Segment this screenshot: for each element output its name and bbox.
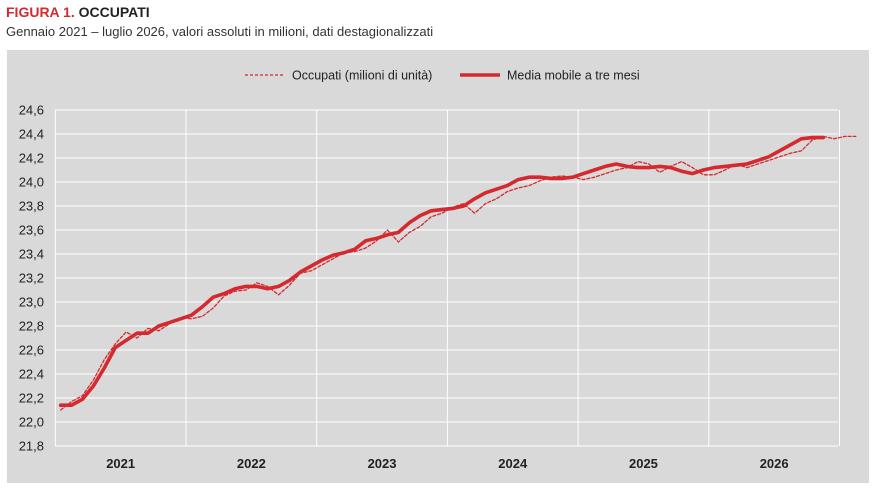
y-tick-label: 23,4	[19, 247, 44, 262]
x-tick-label: 2021	[106, 456, 135, 471]
y-tick-label: 22,6	[19, 343, 44, 358]
x-tick-label: 2026	[760, 456, 789, 471]
y-axis-ticks: 21,8 22,0 22,2 22,4 22,6 22,8 23,0 23,2 23,4 23,6…	[19, 103, 44, 454]
x-axis-ticks: 2021 2022 2023 2024 2025 2026	[106, 456, 788, 471]
y-tick-label: 22,4	[19, 367, 44, 382]
x-tick-label: 2024	[498, 456, 528, 471]
x-tick-label: 2025	[629, 456, 658, 471]
grid-lines	[54, 109, 840, 447]
figure-label: FIGURA 1.	[6, 4, 75, 20]
figure-title: FIGURA 1. OCCUPATI	[6, 4, 150, 20]
y-tick-label: 23,2	[19, 271, 44, 286]
x-tick-label: 2023	[368, 456, 397, 471]
y-tick-label: 22,0	[19, 415, 44, 430]
y-tick-label: 23,6	[19, 223, 44, 238]
y-tick-label: 23,0	[19, 295, 44, 310]
y-tick-label: 23,8	[19, 199, 44, 214]
y-tick-label: 24,6	[19, 103, 44, 118]
y-tick-label: 24,0	[19, 175, 44, 190]
series-lines	[58, 135, 857, 411]
y-tick-label: 24,2	[19, 151, 44, 166]
legend-label-moving-average: Media mobile a tre mesi	[507, 69, 640, 83]
figure-subtitle: Gennaio 2021 – luglio 2026, valori assol…	[6, 24, 434, 39]
figure-name: OCCUPATI	[78, 4, 150, 20]
occupati-series-line	[60, 135, 857, 411]
y-tick-label: 21,8	[19, 439, 44, 454]
legend-label-occupati: Occupati (milioni di unità)	[292, 69, 432, 83]
y-tick-label: 22,2	[19, 391, 44, 406]
x-tick-label: 2022	[237, 456, 266, 471]
y-tick-label: 24,4	[19, 127, 44, 142]
moving-average-series-line	[58, 135, 826, 408]
chart-panel	[7, 50, 869, 483]
y-tick-label: 22,8	[19, 319, 44, 334]
legend: Occupati (milioni di unità) Media mobile …	[245, 69, 640, 83]
